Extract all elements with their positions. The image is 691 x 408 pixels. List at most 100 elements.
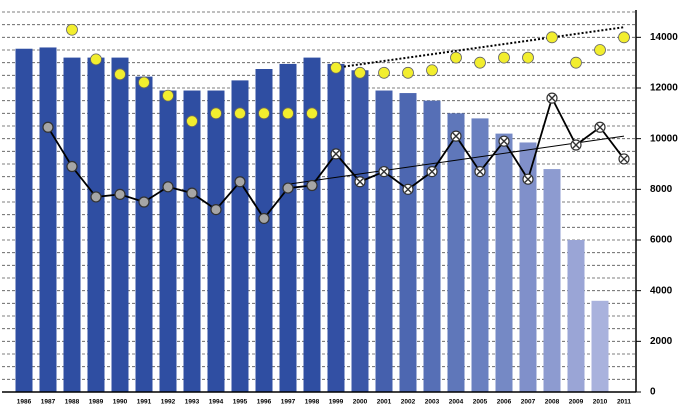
dot <box>258 107 270 120</box>
y-tick-label: 12000 <box>650 83 678 94</box>
trendline <box>287 135 625 185</box>
x-tick-label: 2008 <box>545 399 560 406</box>
y-tick-label: 2000 <box>650 336 673 347</box>
x-tick-label: 2011 <box>617 399 631 406</box>
bar <box>471 118 489 393</box>
dot <box>306 107 318 120</box>
line-marker <box>282 182 294 194</box>
bar <box>207 90 225 393</box>
y-tick-label: 14000 <box>650 32 678 43</box>
bar <box>327 63 345 392</box>
y-tick-label: 8000 <box>650 184 673 195</box>
x-tick-label: 1990 <box>113 399 128 406</box>
line-marker <box>138 196 150 208</box>
x-tick-label: 2001 <box>377 399 392 406</box>
dot <box>426 64 438 77</box>
marker-cross <box>500 137 508 145</box>
x-tick-label: 1991 <box>137 399 152 406</box>
dot <box>66 23 78 36</box>
x-tick-label: 1996 <box>257 399 272 406</box>
line-marker <box>210 204 222 216</box>
x-tick-label: 2005 <box>473 399 488 406</box>
x-tick-label: 2003 <box>425 399 440 406</box>
line-marker <box>306 179 318 192</box>
bar <box>39 47 57 392</box>
line-marker <box>258 212 270 225</box>
dot <box>570 56 582 69</box>
dot <box>114 68 126 81</box>
marker-cross <box>332 150 340 158</box>
bar <box>543 169 561 392</box>
marker-cross <box>620 155 628 163</box>
dot <box>210 107 222 120</box>
x-tick-label: 2009 <box>569 399 584 406</box>
bar <box>159 90 177 393</box>
line-marker <box>42 121 54 133</box>
bar <box>231 80 249 393</box>
line-marker <box>162 181 174 193</box>
dot <box>402 66 414 79</box>
marker-cross <box>548 94 556 102</box>
line-marker <box>66 160 78 173</box>
x-tick-label: 1993 <box>185 399 200 406</box>
y-tick-label: 4000 <box>650 285 673 296</box>
dot <box>138 76 150 89</box>
marker-cross <box>356 178 364 186</box>
dot <box>378 66 390 79</box>
x-tick-label: 1989 <box>89 399 104 406</box>
x-tick-label: 2004 <box>449 399 464 406</box>
marker-cross <box>596 123 604 131</box>
bar <box>351 70 369 393</box>
bar <box>519 142 537 392</box>
x-tick-label: 1999 <box>329 399 344 406</box>
x-tick-label: 2007 <box>521 399 536 406</box>
bar <box>495 133 513 392</box>
x-tick-label: 2002 <box>401 399 416 406</box>
dot <box>594 44 606 56</box>
bar <box>15 48 33 392</box>
line-marker <box>90 191 102 203</box>
marker-cross <box>404 185 412 193</box>
x-tick-label: 2006 <box>497 399 512 406</box>
x-tick-label: 1997 <box>281 399 296 406</box>
x-tick-label: 2010 <box>593 399 608 406</box>
y-tick-label: 6000 <box>650 235 673 246</box>
x-tick-label: 1994 <box>209 399 224 406</box>
bar <box>63 57 81 392</box>
dot <box>186 115 198 128</box>
trendline <box>335 26 625 69</box>
bar <box>423 100 441 393</box>
x-tick-label: 1988 <box>65 399 80 406</box>
dot <box>90 53 102 66</box>
marker-cross <box>524 175 532 183</box>
x-tick-label: 1995 <box>233 399 248 406</box>
x-tick-label: 1992 <box>161 399 176 406</box>
bar <box>567 240 585 392</box>
bar <box>399 93 417 393</box>
dot <box>522 51 534 64</box>
marker-cross <box>380 168 388 176</box>
line-marker <box>234 176 246 188</box>
bar <box>87 57 105 392</box>
x-tick-label: 1986 <box>17 399 32 406</box>
line-marker <box>114 188 126 200</box>
bar <box>279 63 297 392</box>
y-tick-label: 10000 <box>650 133 678 144</box>
bar <box>447 113 465 392</box>
dot <box>450 51 462 64</box>
bar <box>375 90 393 393</box>
dot <box>618 31 630 44</box>
dot <box>354 66 366 79</box>
bar <box>303 57 321 392</box>
bar <box>135 76 153 392</box>
dot <box>162 89 174 102</box>
dot <box>234 107 246 120</box>
bar <box>591 300 609 392</box>
dot <box>546 31 558 44</box>
bar <box>255 69 273 392</box>
line-marker <box>186 187 198 199</box>
dot <box>282 107 294 120</box>
y-tick-label: 0 <box>650 387 656 398</box>
dot <box>498 51 510 64</box>
